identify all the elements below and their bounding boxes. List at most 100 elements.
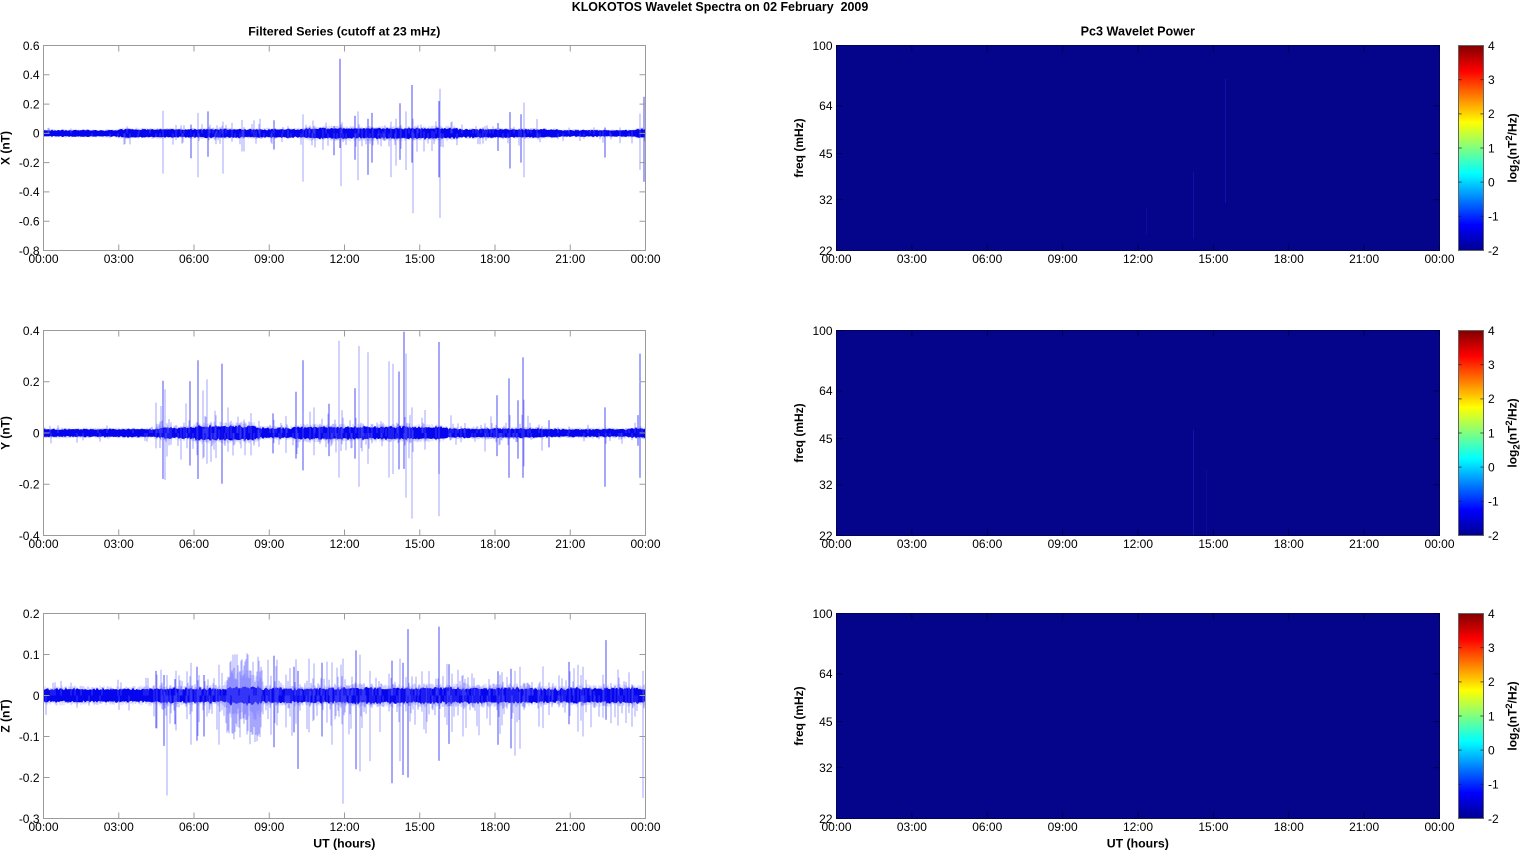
svg-text:100: 100 — [812, 607, 832, 621]
svg-text:00:00: 00:00 — [630, 252, 660, 266]
svg-text:2: 2 — [1488, 392, 1495, 406]
svg-text:0: 0 — [1488, 460, 1495, 474]
svg-text:15:00: 15:00 — [1198, 252, 1228, 266]
svg-text:00:00: 00:00 — [630, 820, 660, 834]
svg-text:00:00: 00:00 — [821, 820, 851, 834]
svg-text:100: 100 — [812, 324, 832, 338]
svg-text:freq (mHz): freq (mHz) — [792, 118, 806, 177]
svg-text:18:00: 18:00 — [480, 252, 510, 266]
svg-text:15:00: 15:00 — [405, 537, 435, 551]
svg-text:15:00: 15:00 — [1198, 820, 1228, 834]
svg-text:03:00: 03:00 — [104, 252, 134, 266]
svg-text:18:00: 18:00 — [1274, 537, 1304, 551]
svg-text:00:00: 00:00 — [1424, 537, 1454, 551]
svg-text:12:00: 12:00 — [329, 252, 359, 266]
svg-text:22: 22 — [819, 529, 833, 543]
svg-text:0: 0 — [33, 127, 40, 141]
svg-text:0.2: 0.2 — [23, 607, 40, 621]
svg-text:1: 1 — [1488, 426, 1495, 440]
svg-text:12:00: 12:00 — [329, 537, 359, 551]
svg-text:0: 0 — [1488, 743, 1495, 757]
svg-text:3: 3 — [1488, 73, 1495, 87]
svg-text:-2: -2 — [1488, 244, 1499, 258]
svg-text:09:00: 09:00 — [254, 820, 284, 834]
svg-text:12:00: 12:00 — [1123, 537, 1153, 551]
svg-text:-1: -1 — [1488, 495, 1499, 509]
svg-text:00:00: 00:00 — [28, 537, 58, 551]
svg-text:-0.4: -0.4 — [19, 529, 40, 543]
svg-text:0.1: 0.1 — [23, 648, 40, 662]
svg-text:0: 0 — [33, 689, 40, 703]
svg-text:-1: -1 — [1488, 210, 1499, 224]
svg-text:64: 64 — [819, 667, 833, 681]
svg-text:06:00: 06:00 — [972, 252, 1002, 266]
svg-text:Filtered Series (cutoff at 23: Filtered Series (cutoff at 23 mHz) — [248, 24, 440, 38]
svg-text:0: 0 — [1488, 175, 1495, 189]
svg-text:09:00: 09:00 — [254, 252, 284, 266]
svg-text:03:00: 03:00 — [104, 537, 134, 551]
svg-text:-0.2: -0.2 — [19, 771, 40, 785]
svg-text:00:00: 00:00 — [28, 820, 58, 834]
svg-text:-0.6: -0.6 — [19, 215, 40, 229]
svg-text:00:00: 00:00 — [28, 252, 58, 266]
svg-text:log2(nT2/Hz): log2(nT2/Hz) — [1504, 398, 1523, 467]
svg-text:09:00: 09:00 — [1048, 252, 1078, 266]
svg-text:21:00: 21:00 — [555, 537, 585, 551]
svg-text:UT (hours): UT (hours) — [313, 837, 375, 851]
svg-text:-0.2: -0.2 — [19, 478, 40, 492]
svg-text:log2(nT2/Hz): log2(nT2/Hz) — [1504, 113, 1523, 182]
svg-text:00:00: 00:00 — [1424, 820, 1454, 834]
svg-text:45: 45 — [819, 715, 833, 729]
svg-text:06:00: 06:00 — [179, 252, 209, 266]
svg-text:21:00: 21:00 — [1349, 252, 1379, 266]
svg-text:18:00: 18:00 — [480, 537, 510, 551]
svg-text:18:00: 18:00 — [480, 820, 510, 834]
svg-text:64: 64 — [819, 384, 833, 398]
svg-text:64: 64 — [819, 99, 833, 113]
svg-text:12:00: 12:00 — [329, 820, 359, 834]
svg-text:18:00: 18:00 — [1274, 820, 1304, 834]
svg-text:KLOKOTOS Wavelet Spectra on 02: KLOKOTOS Wavelet Spectra on 02 February … — [572, 0, 869, 14]
svg-text:3: 3 — [1488, 641, 1495, 655]
svg-text:4: 4 — [1488, 39, 1495, 53]
svg-text:45: 45 — [819, 432, 833, 446]
svg-text:03:00: 03:00 — [897, 820, 927, 834]
svg-text:00:00: 00:00 — [1424, 252, 1454, 266]
svg-text:22: 22 — [819, 812, 833, 826]
svg-text:06:00: 06:00 — [972, 820, 1002, 834]
svg-text:06:00: 06:00 — [972, 537, 1002, 551]
svg-text:09:00: 09:00 — [254, 537, 284, 551]
svg-text:-1: -1 — [1488, 778, 1499, 792]
svg-text:X (nT): X (nT) — [0, 131, 13, 165]
svg-text:-0.1: -0.1 — [19, 730, 40, 744]
svg-text:03:00: 03:00 — [104, 820, 134, 834]
svg-text:-0.4: -0.4 — [19, 185, 40, 199]
svg-text:UT (hours): UT (hours) — [1107, 837, 1169, 851]
svg-text:09:00: 09:00 — [1048, 537, 1078, 551]
svg-text:21:00: 21:00 — [555, 820, 585, 834]
svg-text:1: 1 — [1488, 709, 1495, 723]
svg-text:1: 1 — [1488, 141, 1495, 155]
svg-text:32: 32 — [819, 761, 833, 775]
svg-text:0: 0 — [33, 426, 40, 440]
svg-text:06:00: 06:00 — [179, 820, 209, 834]
svg-text:0.6: 0.6 — [23, 39, 40, 53]
svg-text:4: 4 — [1488, 324, 1495, 338]
svg-text:2: 2 — [1488, 675, 1495, 689]
svg-text:15:00: 15:00 — [405, 820, 435, 834]
svg-text:-2: -2 — [1488, 812, 1499, 826]
svg-text:-2: -2 — [1488, 529, 1499, 543]
svg-text:21:00: 21:00 — [1349, 537, 1379, 551]
svg-text:03:00: 03:00 — [897, 252, 927, 266]
svg-text:3: 3 — [1488, 358, 1495, 372]
svg-text:-0.8: -0.8 — [19, 244, 40, 258]
svg-text:Pc3 Wavelet Power: Pc3 Wavelet Power — [1081, 24, 1195, 38]
svg-text:-0.3: -0.3 — [19, 812, 40, 826]
svg-text:12:00: 12:00 — [1123, 820, 1153, 834]
svg-text:32: 32 — [819, 478, 833, 492]
svg-text:freq (mHz): freq (mHz) — [792, 403, 806, 462]
svg-text:22: 22 — [819, 244, 833, 258]
svg-text:45: 45 — [819, 147, 833, 161]
svg-text:100: 100 — [812, 39, 832, 53]
svg-text:12:00: 12:00 — [1123, 252, 1153, 266]
